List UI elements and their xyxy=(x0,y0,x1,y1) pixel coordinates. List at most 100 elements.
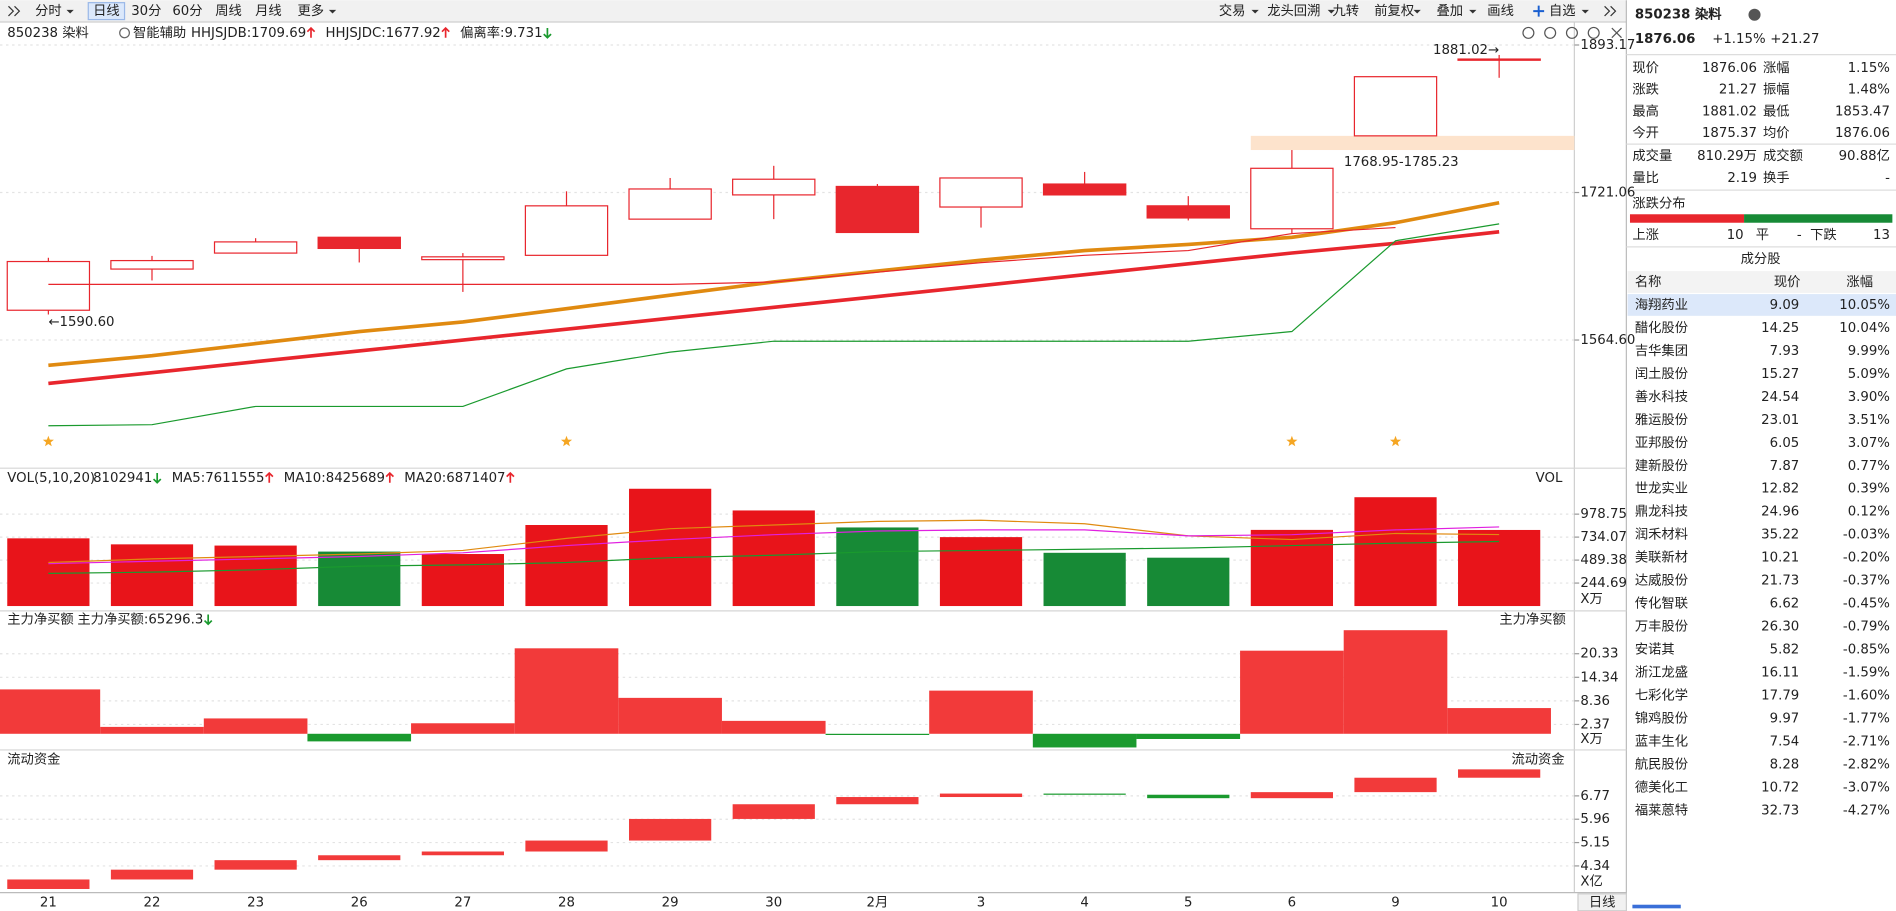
stock-name[interactable]: 达威股份 xyxy=(1635,573,1688,589)
toolbar-button[interactable]: 周线 xyxy=(215,3,242,19)
candle-body xyxy=(1250,167,1334,230)
stock-name[interactable]: 锦鸡股份 xyxy=(1635,709,1688,726)
candle-body xyxy=(1457,58,1541,61)
bar xyxy=(110,869,194,880)
stock-name[interactable]: 建新股份 xyxy=(1635,458,1688,474)
zoom-out[interactable] xyxy=(1544,26,1557,39)
stock-change: -1.59% xyxy=(1843,666,1890,681)
trend-arrow xyxy=(306,26,316,38)
quote-price: 1876.06 xyxy=(1635,32,1696,47)
stock-change: 3.51% xyxy=(1848,413,1890,428)
stock-name[interactable]: 美联新材 xyxy=(1635,550,1688,566)
candle-body xyxy=(421,256,505,261)
toolbar-button[interactable]: 30分 xyxy=(131,3,161,19)
candle-body xyxy=(6,260,91,311)
x-tick-label: 9 xyxy=(1391,895,1399,910)
stock-name[interactable]: 润禾材料 xyxy=(1635,527,1688,543)
legend-entry: MA20:6871407 xyxy=(404,471,505,486)
stock-name[interactable]: 蓝丰生化 xyxy=(1635,733,1688,749)
toolbar-button[interactable]: 叠加 xyxy=(1437,3,1464,19)
breadth-down-bar xyxy=(1744,214,1893,223)
stock-name[interactable]: 福莱蒽特 xyxy=(1635,802,1688,818)
breadth-down-label: 下跌 xyxy=(1810,227,1837,243)
panel-corner-label: 主力净买额 xyxy=(1499,611,1565,627)
x-tick-label: 22 xyxy=(144,895,161,910)
stock-name[interactable]: 海翔药业 xyxy=(1635,297,1688,313)
assist-label[interactable]: 智能辅助 xyxy=(133,25,186,41)
candle-body xyxy=(1042,183,1127,196)
stock-change: 0.77% xyxy=(1848,459,1890,474)
y-tick-label: 2.37 xyxy=(1580,717,1610,732)
candle-body xyxy=(110,259,194,270)
bar xyxy=(629,488,712,607)
legend-entry: MA5:7611555 xyxy=(172,471,265,486)
candle-body xyxy=(939,177,1023,208)
bottom-tab[interactable]: 日线 xyxy=(1589,894,1616,910)
max-annotation: 1881.02→ xyxy=(1433,43,1499,58)
toolbar-button[interactable]: 分时 xyxy=(35,3,62,19)
toolbar-button[interactable]: 交易 xyxy=(1219,2,1246,19)
scrollbar[interactable] xyxy=(1632,904,1681,909)
stock-price: 7.93 xyxy=(1770,344,1800,359)
stock-price: 24.96 xyxy=(1761,505,1799,520)
y-tick-label: 8.36 xyxy=(1580,694,1610,709)
stock-name[interactable]: 安诺其 xyxy=(1635,642,1675,658)
breadth-flat-label: 平 xyxy=(1756,228,1769,243)
quote-value: 1.48% xyxy=(1848,83,1890,98)
stock-name[interactable]: 万丰股份 xyxy=(1635,619,1688,635)
stock-change: -2.82% xyxy=(1843,757,1890,772)
quote-label: 涨跌 xyxy=(1632,82,1659,98)
toolbar-button[interactable]: 画线 xyxy=(1487,3,1514,19)
help[interactable] xyxy=(1587,26,1600,39)
quote-value: - xyxy=(1885,171,1890,186)
toolbar-button[interactable]: 月线 xyxy=(255,3,282,19)
stock-name[interactable]: 雅运股份 xyxy=(1635,412,1688,428)
stock-name[interactable]: 德美化工 xyxy=(1635,779,1688,795)
gap-label: 1768.95-1785.23 xyxy=(1344,155,1459,170)
quote-label: 成交量 xyxy=(1632,147,1672,164)
collapse-icon[interactable] xyxy=(8,5,21,17)
toolbar-button[interactable]: 九转 xyxy=(1333,3,1360,19)
stock-name[interactable]: 亚邦股份 xyxy=(1635,435,1688,451)
stock-name[interactable]: 善水科技 xyxy=(1635,389,1688,405)
toolbar-button[interactable]: 更多 xyxy=(297,2,324,19)
info-icon[interactable] xyxy=(1748,8,1761,21)
toolbar-button[interactable]: 自选 xyxy=(1549,3,1576,19)
toolbar-button[interactable]: 龙头回溯 xyxy=(1267,3,1320,19)
stock-price: 5.82 xyxy=(1770,643,1800,658)
breadth-flat: - xyxy=(1797,228,1802,243)
settings[interactable] xyxy=(1565,26,1578,39)
line xyxy=(48,229,1500,386)
toolbar-button[interactable]: 前复权 xyxy=(1374,2,1414,19)
line xyxy=(48,223,1500,427)
bar xyxy=(214,545,297,607)
toolbar-button[interactable]: 60分 xyxy=(172,3,202,19)
stock-name[interactable]: 醋化股份 xyxy=(1635,320,1688,336)
stock-name[interactable]: 世龙实业 xyxy=(1635,481,1688,497)
dropdown-icon xyxy=(1581,9,1589,14)
line xyxy=(48,526,1500,565)
stock-name[interactable]: 航民股份 xyxy=(1635,756,1688,772)
toolbar-button[interactable]: 日线 xyxy=(93,3,120,19)
quote-change: +21.27 xyxy=(1770,32,1819,47)
stock-price: 21.73 xyxy=(1761,574,1799,589)
stock-name[interactable]: 传化智联 xyxy=(1635,596,1688,612)
legend-entry: HHJSJDB:1709.69 xyxy=(191,26,306,41)
panel-title: VOL(5,10,20) xyxy=(7,471,95,486)
stock-name[interactable]: 鼎龙科技 xyxy=(1635,504,1688,520)
close[interactable] xyxy=(1611,27,1622,39)
breadth-up: 10 xyxy=(1727,228,1744,243)
stock-name[interactable]: 闰土股份 xyxy=(1635,366,1688,382)
expand-icon[interactable] xyxy=(1604,5,1617,17)
assist-icon[interactable] xyxy=(119,27,130,39)
bar xyxy=(1032,733,1137,748)
stock-name[interactable]: 七彩化学 xyxy=(1635,688,1688,704)
stock-price: 14.25 xyxy=(1761,321,1799,336)
y-tick-label: 5.15 xyxy=(1580,836,1610,851)
add-icon xyxy=(1533,5,1545,17)
stock-name[interactable]: 吉华集团 xyxy=(1635,343,1688,359)
stock-change: -1.77% xyxy=(1843,711,1890,726)
zoom-in[interactable] xyxy=(1522,26,1535,39)
stock-name[interactable]: 浙江龙盛 xyxy=(1635,665,1688,681)
